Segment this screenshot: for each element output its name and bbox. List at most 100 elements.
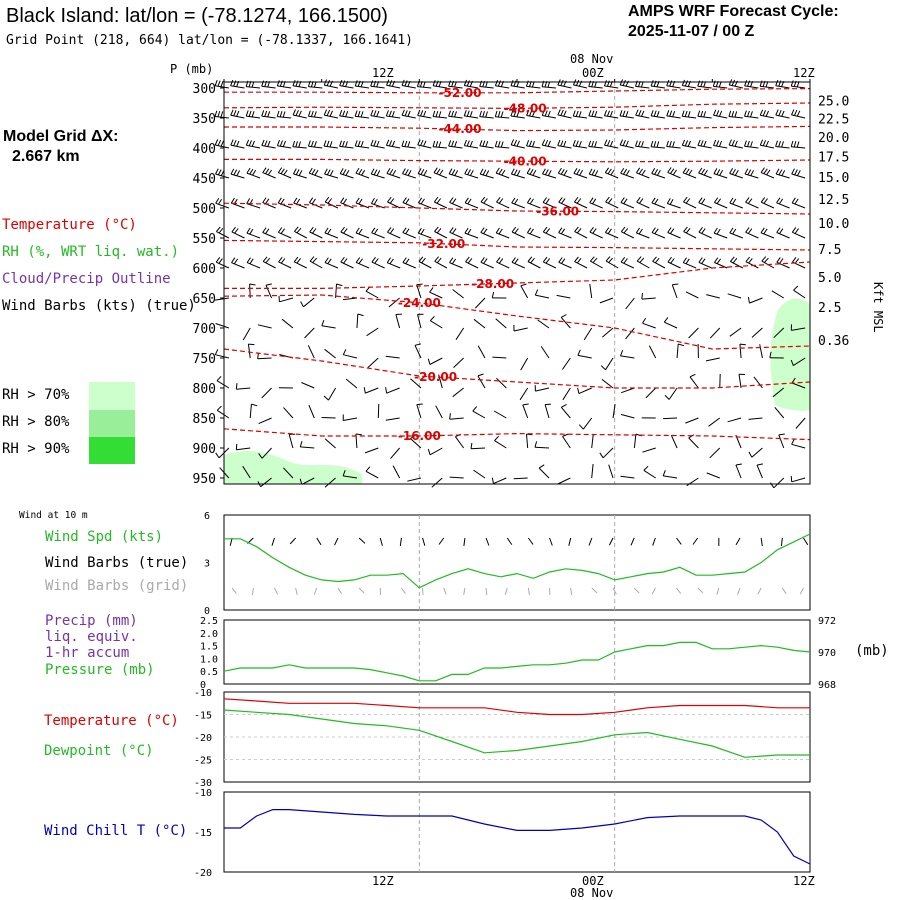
wind-barb-feather bbox=[662, 470, 666, 477]
wind-barb-feather bbox=[217, 80, 221, 87]
wind-barb bbox=[651, 232, 666, 239]
wind-barb-feather bbox=[416, 403, 423, 406]
wind-barb-feather bbox=[494, 79, 499, 86]
wind-barb-feather bbox=[464, 227, 469, 234]
wind-barb bbox=[283, 407, 294, 419]
surface-wind-barb bbox=[588, 537, 593, 546]
wind-barb bbox=[495, 172, 510, 179]
wind-barb-feather bbox=[731, 140, 735, 146]
wind-barb bbox=[727, 293, 742, 299]
wind-barb bbox=[464, 202, 479, 209]
wind-barb-feather bbox=[747, 110, 750, 117]
wind-barb-feather bbox=[606, 140, 611, 146]
wind-barb bbox=[303, 297, 315, 308]
wind-barb-feather bbox=[538, 464, 545, 469]
wind-barb bbox=[664, 321, 678, 329]
wind-barb-feather bbox=[220, 80, 224, 87]
pressure-tick-label: 850 bbox=[193, 412, 216, 427]
wind-barb bbox=[697, 115, 712, 119]
wind-barb bbox=[418, 202, 432, 209]
wind-barb-feather bbox=[664, 394, 670, 400]
wind-barb bbox=[470, 447, 486, 450]
wind-barb-feather bbox=[687, 111, 691, 118]
wind-barb-feather bbox=[420, 228, 425, 235]
wind-barb-feather bbox=[558, 257, 563, 263]
grid-wind-barb bbox=[737, 587, 741, 595]
wind-barb bbox=[246, 172, 261, 179]
legend-rh80: RH > 80% bbox=[2, 414, 70, 430]
wind-barb bbox=[214, 116, 229, 119]
wind-barb-feather bbox=[545, 403, 552, 406]
wind-barb bbox=[708, 417, 721, 427]
wind-barb bbox=[535, 387, 550, 392]
wind-barb-feather bbox=[589, 227, 594, 233]
bottom-tick-00z: 00Z bbox=[582, 874, 604, 888]
wind-barb bbox=[619, 115, 634, 119]
wind-barb-feather bbox=[700, 110, 704, 117]
wind-barb-feather bbox=[498, 168, 503, 175]
wind-barb-feather bbox=[370, 80, 374, 87]
wind-barb-feather bbox=[336, 283, 343, 287]
wind-barb-feather bbox=[530, 257, 535, 264]
wind-barb-feather bbox=[357, 140, 361, 147]
wind-barb bbox=[729, 327, 742, 337]
isotherm-4 bbox=[223, 202, 811, 215]
wind-barb bbox=[464, 145, 479, 149]
wind-barb-feather bbox=[763, 168, 768, 174]
wind-barb-feather bbox=[698, 167, 703, 174]
wind-barb bbox=[215, 144, 229, 149]
wind-barb-feather bbox=[703, 140, 707, 147]
isotherm-3 bbox=[224, 158, 811, 163]
wind-barb bbox=[453, 357, 464, 368]
wind-barb-feather bbox=[579, 169, 584, 176]
wind-barb-feather bbox=[527, 256, 533, 262]
wind-barb bbox=[261, 115, 276, 119]
wind-barb-feather bbox=[389, 169, 394, 175]
wind-barb-feather bbox=[682, 257, 688, 263]
wind-barb bbox=[365, 470, 379, 479]
wind-barb-feather bbox=[776, 197, 781, 204]
wind-barb-feather bbox=[794, 198, 799, 205]
wind-barb-feather bbox=[750, 111, 753, 118]
isotherm-1 bbox=[223, 102, 811, 110]
wind-barb-feather bbox=[635, 167, 641, 174]
surface-wind-barb bbox=[422, 537, 426, 546]
wind-barb bbox=[526, 145, 541, 149]
wind-barb-feather bbox=[623, 258, 628, 264]
wind-barb-feather bbox=[248, 140, 252, 147]
wind-barb-feather bbox=[560, 168, 565, 175]
wind-barb bbox=[479, 145, 494, 149]
wind-barb-feather bbox=[667, 227, 672, 233]
wind-barb bbox=[605, 172, 619, 179]
wind-barb-feather bbox=[230, 197, 235, 204]
wind-barb-feather bbox=[511, 226, 517, 233]
wind-barb bbox=[685, 417, 699, 424]
wind-barb-feather bbox=[719, 170, 724, 176]
wind-barb bbox=[667, 261, 681, 269]
wind-barb-feather bbox=[541, 109, 545, 116]
wind-barb bbox=[751, 327, 763, 338]
wind-barb-feather bbox=[313, 141, 317, 148]
wind-barb-feather bbox=[483, 258, 488, 264]
wind-barb bbox=[591, 434, 594, 449]
wind-barb bbox=[455, 327, 465, 340]
wind-barb bbox=[556, 294, 571, 299]
wind-barb-feather bbox=[790, 140, 794, 147]
wind-barb bbox=[247, 344, 251, 359]
wind-barb-feather bbox=[251, 403, 258, 407]
wind-barb bbox=[324, 438, 336, 449]
wind-barb-feather bbox=[604, 167, 610, 173]
wind-barb-feather bbox=[307, 110, 311, 117]
wind-barb bbox=[277, 145, 292, 149]
wind-barb-feather bbox=[467, 169, 471, 175]
wind-barb-feather bbox=[373, 110, 377, 117]
isotherm-label: -40.00 bbox=[504, 154, 547, 168]
wind-barb-feather bbox=[497, 80, 501, 87]
wind-barb-feather bbox=[448, 168, 453, 175]
wind-barb bbox=[735, 464, 742, 479]
wind-barb-feather bbox=[545, 198, 550, 204]
wind-barb bbox=[793, 289, 806, 299]
wind-barb-feather bbox=[591, 140, 594, 148]
pressure-tick-label: 800 bbox=[193, 382, 216, 397]
wind-barb bbox=[449, 201, 463, 209]
